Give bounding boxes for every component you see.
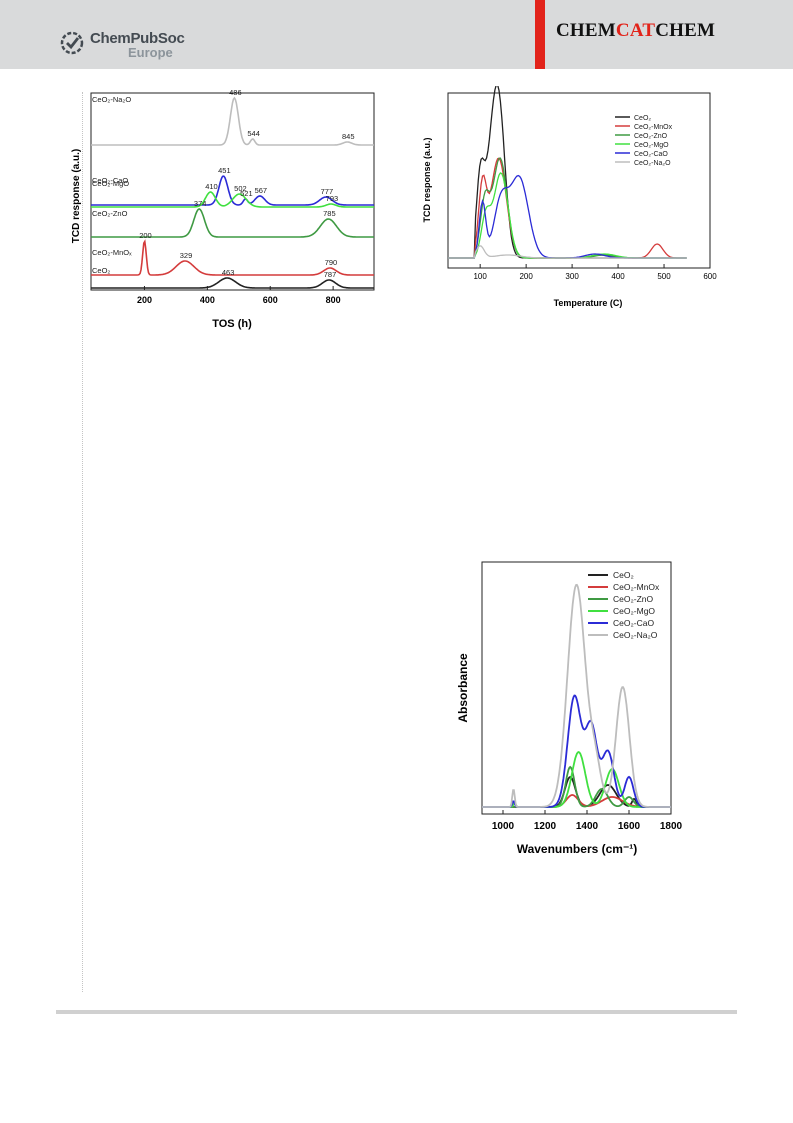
chart-temperature: CeO₂ CeO₂-MnOx CeO₂-ZnO CeO₂-MgO CeO₂-CaO CeO… (422, 86, 717, 308)
c1-peak-label: 451 (218, 166, 231, 175)
c3-xtick-label: 1000 (492, 821, 515, 832)
c1-series-CeO2-Na2O (91, 96, 374, 146)
c2-ylabel: TCD response (a.u.) (422, 137, 432, 222)
journal-title-part3: CHEM (655, 20, 716, 41)
c1-series-label: CeO₂ (92, 266, 110, 275)
c2-xtick-label: 500 (657, 272, 671, 281)
c2-xtick-label: 300 (565, 272, 579, 281)
c1-xtick-label: 800 (326, 295, 341, 305)
c1-series-CeO2-MgO (91, 191, 374, 208)
c3-ylabel: Absorbance (456, 653, 470, 723)
publisher-region: Europe (128, 45, 173, 60)
c1-peak-label: 793 (326, 194, 339, 203)
chart-ir: CeO₂ CeO₂-MnOx CeO₂-ZnO CeO₂-MgO CeO₂-CaO CeO… (456, 561, 683, 856)
c1-peak-label: 486 (229, 88, 242, 97)
c3-legend-label: CeO₂-MgO (613, 606, 655, 616)
c2-legend-label: CeO₂-MnOx (634, 124, 673, 131)
c3-legend-label: CeO₂ (613, 570, 634, 580)
c1-xtick-label: 200 (137, 295, 152, 305)
journal-title: CHEMCATCHEM (556, 20, 715, 42)
c1-xtick-label: 600 (263, 295, 278, 305)
c3-legend-label: CeO₂-Na₂O (613, 630, 658, 640)
c2-plot-frame (447, 92, 711, 269)
c1-peak-label: 785 (323, 209, 336, 218)
publisher-name: ChemPubSoc (90, 30, 185, 47)
c1-peak-label: 544 (247, 129, 260, 138)
c1-peak-label: 845 (342, 132, 355, 141)
c2-legend-label: CeO₂-CaO (634, 151, 668, 158)
c2-xtick-label: 200 (519, 272, 533, 281)
footer-rule (56, 1010, 737, 1014)
c1-peak-label: 463 (222, 268, 235, 277)
c2-legend-label: CeO₂-Na₂O (634, 160, 671, 167)
c1-series-CeO2-MnOx (91, 239, 374, 276)
c3-xtick-label: 1800 (660, 821, 683, 832)
c3-legend-label: CeO₂-CaO (613, 618, 654, 628)
c1-xtick-label: 400 (200, 295, 215, 305)
c2-xtick-label: 100 (473, 272, 487, 281)
c3-series-line (482, 750, 671, 808)
c2-series-line (448, 172, 687, 259)
c1-series-label: CeO₂-MnOₓ (92, 248, 132, 257)
c3-xtick-label: 1400 (576, 821, 599, 832)
line-number-gutter (82, 92, 84, 992)
journal-title-part2: CAT (615, 20, 656, 41)
c3-legend-label: CeO₂-ZnO (613, 594, 654, 604)
c1-peak-label: 374 (194, 199, 207, 208)
c1-peak-label: 502 (234, 184, 247, 193)
c1-peak-label: 329 (180, 251, 193, 260)
c3-series-line (482, 694, 671, 808)
c3-xtick-label: 1600 (618, 821, 641, 832)
c3-series-line (482, 765, 671, 808)
c1-ylabel: TCD response (a.u.) (71, 149, 82, 243)
c1-peak-label: 410 (205, 182, 218, 191)
c1-peak-label: 777 (321, 187, 334, 196)
c1-peak-label: 567 (255, 186, 268, 195)
c3-series-line (482, 583, 671, 808)
c2-legend-label: CeO₂-ZnO (634, 133, 668, 140)
c1-series-label: CeO₂-CaO (92, 176, 128, 185)
c1-peak-label: 521 (240, 189, 253, 198)
c2-xtick-label: 600 (703, 272, 717, 281)
c1-series-CeO2-CaO (91, 175, 374, 206)
c3-legend-label: CeO₂-MnOx (613, 582, 660, 592)
c1-series-CeO2 (91, 277, 374, 289)
chart-tos: CeO₂-Na₂O 486 544 845 CeO₂-CaO 451 521 567 777 Ce… (71, 88, 375, 330)
c1-peak-label: 790 (325, 258, 338, 267)
c3-xlabel: Wavenumbers (cm⁻¹) (517, 842, 638, 856)
journal-title-part1: CHEM (556, 20, 616, 41)
c2-xlabel: Temperature (C) (554, 298, 623, 308)
c2-legend-label: CeO₂-MgO (634, 142, 669, 149)
chempubsoc-logo-icon (60, 31, 84, 55)
c3-xtick-label: 1200 (534, 821, 557, 832)
c2-series-line (448, 86, 687, 259)
c1-peak-label: 200 (139, 231, 152, 240)
c1-series-label: CeO₂-Na₂O (92, 95, 131, 104)
c1-series-label: CeO₂-MgO (92, 179, 129, 188)
c1-series-label: CeO₂-ZnO (92, 209, 128, 218)
c1-peak-label: 787 (324, 270, 337, 279)
page-header: ChemPubSoc Europe CHEMCATCHEM (0, 0, 793, 69)
c2-legend-label: CeO₂ (634, 115, 651, 122)
journal-accent-bar (535, 0, 545, 69)
c2-series-line (448, 245, 687, 259)
c3-plot-frame (481, 561, 672, 815)
c1-plot-frame (90, 92, 375, 291)
c1-xlabel: TOS (h) (212, 318, 252, 330)
c2-xtick-label: 400 (611, 272, 625, 281)
c1-series-CeO2-ZnO (91, 208, 374, 238)
